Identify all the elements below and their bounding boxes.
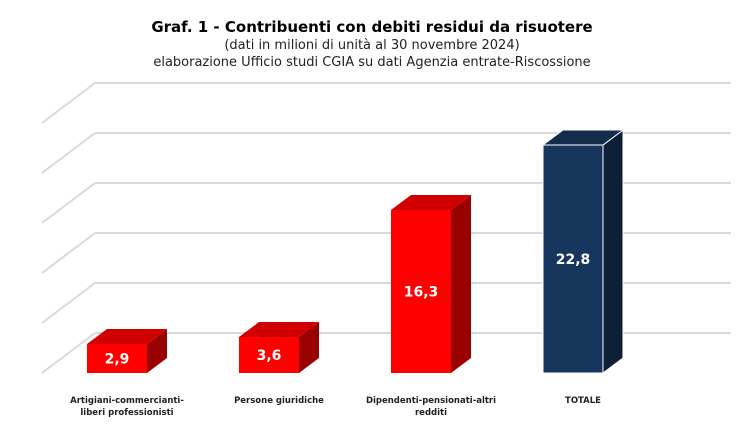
gridline-diagonal [41,182,96,224]
gridline-diagonal [41,282,96,324]
category-label: Persone giuridiche [234,396,324,406]
bar [391,210,451,373]
data-label: 22,8 [556,252,591,268]
chart-source: elaborazione Ufficio studi CGIA su dati … [153,55,591,70]
data-label: 3,6 [257,348,282,364]
bar [542,144,604,374]
bar-top [391,195,471,210]
title-block: Graf. 1 - Contribuenti con debiti residu… [0,18,744,71]
bar [239,337,299,373]
bar-top [239,322,319,337]
bar-side [602,129,624,374]
bar-side [147,329,167,373]
category-label: TOTALE [565,396,601,406]
gridline-diagonal [41,232,96,274]
data-label: 2,9 [105,352,130,368]
gridline-diagonal [41,332,96,374]
gridline-diagonal [41,132,96,174]
data-label: 16,3 [404,285,439,301]
bar-top [87,329,167,344]
chart-subtitle: (dati in milioni di unità al 30 novembre… [224,38,520,53]
chart-title: Graf. 1 - Contribuenti con debiti residu… [151,18,593,36]
bar-side [451,195,471,373]
bar-side [299,322,319,373]
category-label: Artigiani-commercianti-liberi profession… [70,396,184,418]
bar [87,344,147,373]
gridline-diagonal [41,82,96,124]
category-label: Dipendenti-pensionati-altri redditi [365,396,497,418]
